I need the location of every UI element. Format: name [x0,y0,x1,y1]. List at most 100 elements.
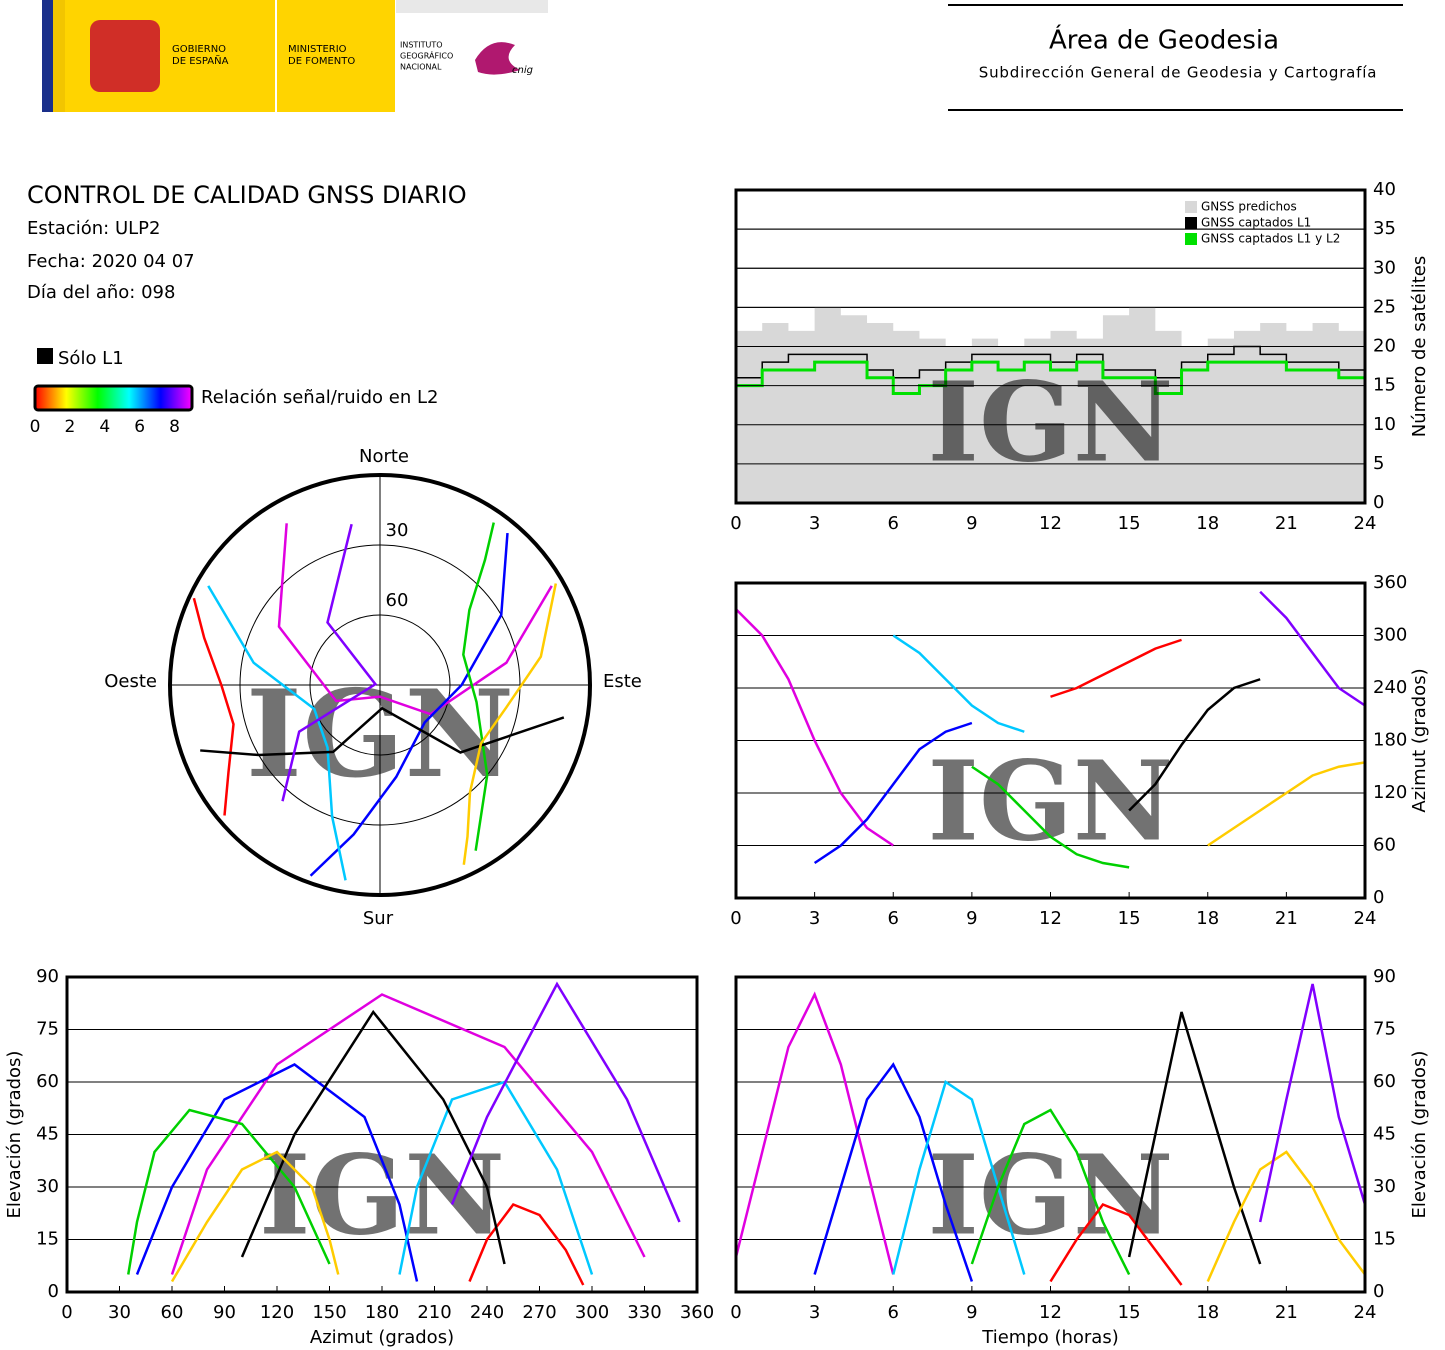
satellite-track [277,523,553,716]
x-tick-label: 21 [1275,908,1298,929]
logo-text: INSTITUTO [400,41,443,50]
legend-swatch [1185,217,1197,229]
x-tick-label: 24 [1354,1302,1377,1323]
watermark: IGN [928,736,1174,865]
report-doy: Día del año: 098 [27,282,175,303]
colorbar [33,384,194,412]
satellite-track [240,1009,506,1265]
y-tick-label: 90 [1373,966,1396,987]
ring-label: 60 [386,590,409,611]
y-tick-label: 180 [1373,730,1407,751]
y-axis-label: Azimut (grados) [1409,668,1430,812]
coat-of-arms [90,20,160,92]
y-tick-label: 240 [1373,677,1407,698]
x-tick-label: 210 [417,1302,451,1323]
y-tick-label: 20 [1373,336,1396,357]
x-tick-label: 15 [1118,1302,1141,1323]
satellite-track [170,993,646,1275]
x-tick-label: 12 [1039,1302,1062,1323]
logo-strip [396,0,548,13]
x-axis-label: Azimut (grados) [310,1327,454,1348]
x-tick-label: 15 [1118,908,1141,929]
logo-block: GOBIERNO DE ESPAÑA MINISTERIO DE FOMENTO… [42,0,548,112]
y-tick-label: 10 [1373,414,1396,435]
satellite-track [1049,1202,1183,1286]
logo-text: cnig [512,65,533,76]
logo-text: NACIONAL [400,63,442,72]
satellite-track [892,634,1025,733]
satellite-track [135,1063,419,1282]
report-date: Fecha: 2020 04 07 [27,251,195,272]
x-tick-label: 0 [730,908,741,929]
direction-label: Sur [363,908,394,929]
x-tick-label: 18 [1196,1302,1219,1323]
y-tick-label: 0 [1373,492,1384,513]
y-tick-label: 0 [1373,887,1384,908]
x-tick-label: 360 [680,1302,714,1323]
x-tick-label: 24 [1354,908,1377,929]
satellite-track [462,522,495,851]
logo-text: DE ESPAÑA [172,54,229,67]
satellite-track [1207,761,1366,847]
x-axis-label: Tiempo (horas) [981,1327,1119,1348]
logo-text: GEOGRÁFICO [400,50,453,61]
y-tick-label: 0 [1373,1281,1384,1302]
satellite-track [192,597,235,816]
satellite-track [892,1080,1026,1275]
satellite-track [1128,678,1261,812]
colorbar-tick-label: 6 [134,417,145,437]
satellite-track [398,1080,594,1275]
y-tick-label: 15 [1373,375,1396,396]
y-tick-label: 0 [48,1281,59,1302]
x-tick-label: 9 [966,513,977,534]
x-tick-label: 9 [966,908,977,929]
plot-frame [734,188,1367,505]
direction-label: Este [603,671,642,692]
x-tick-label: 0 [730,513,741,534]
satellite-track [468,1202,585,1286]
x-tick-label: 330 [627,1302,661,1323]
satellite-track [309,532,509,877]
x-tick-label: 21 [1275,513,1298,534]
watermark: IGN [259,1130,505,1259]
y-tick-label: 60 [36,1071,59,1092]
satellite-track [1206,1150,1367,1283]
satellite-track [1258,983,1367,1223]
report-title: CONTROL DE CALIDAD GNSS DIARIO [27,181,467,209]
x-tick-label: 6 [888,908,899,929]
report-station: Estación: ULP2 [27,218,160,239]
satellite-track [971,765,1130,869]
logo-text: DE FOMENTO [288,56,355,67]
y-axis-label: Número de satélites [1409,256,1430,438]
y-tick-label: 30 [1373,1176,1396,1197]
satellite-track [734,991,895,1275]
x-tick-label: 18 [1196,513,1219,534]
x-tick-label: 3 [809,1302,820,1323]
y-tick-label: 60 [1373,835,1396,856]
x-tick-label: 180 [365,1302,399,1323]
direction-label: Norte [359,446,409,467]
x-tick-label: 120 [260,1302,294,1323]
y-tick-label: 75 [1373,1019,1396,1040]
x-tick-label: 240 [470,1302,504,1323]
x-tick-label: 300 [575,1302,609,1323]
y-tick-label: 15 [1373,1229,1396,1250]
y-tick-label: 25 [1373,296,1396,317]
satellite-track [813,1062,974,1282]
plot-frame [65,975,699,1294]
x-tick-label: 18 [1196,908,1219,929]
satellite-track [281,523,378,802]
y-tick-label: 5 [1373,453,1384,474]
x-tick-label: 21 [1275,1302,1298,1323]
satellite-track [200,706,565,757]
colorbar-tick-label: 2 [64,417,75,437]
legend-swatch [37,348,53,364]
y-tick-label: 30 [36,1176,59,1197]
x-tick-label: 12 [1039,908,1062,929]
x-tick-label: 24 [1354,513,1377,534]
logo-text: MINISTERIO [288,44,347,55]
y-axis-label: Elevación (grados) [1409,1051,1430,1219]
satellite-track [450,981,681,1223]
y-tick-label: 120 [1373,782,1407,803]
